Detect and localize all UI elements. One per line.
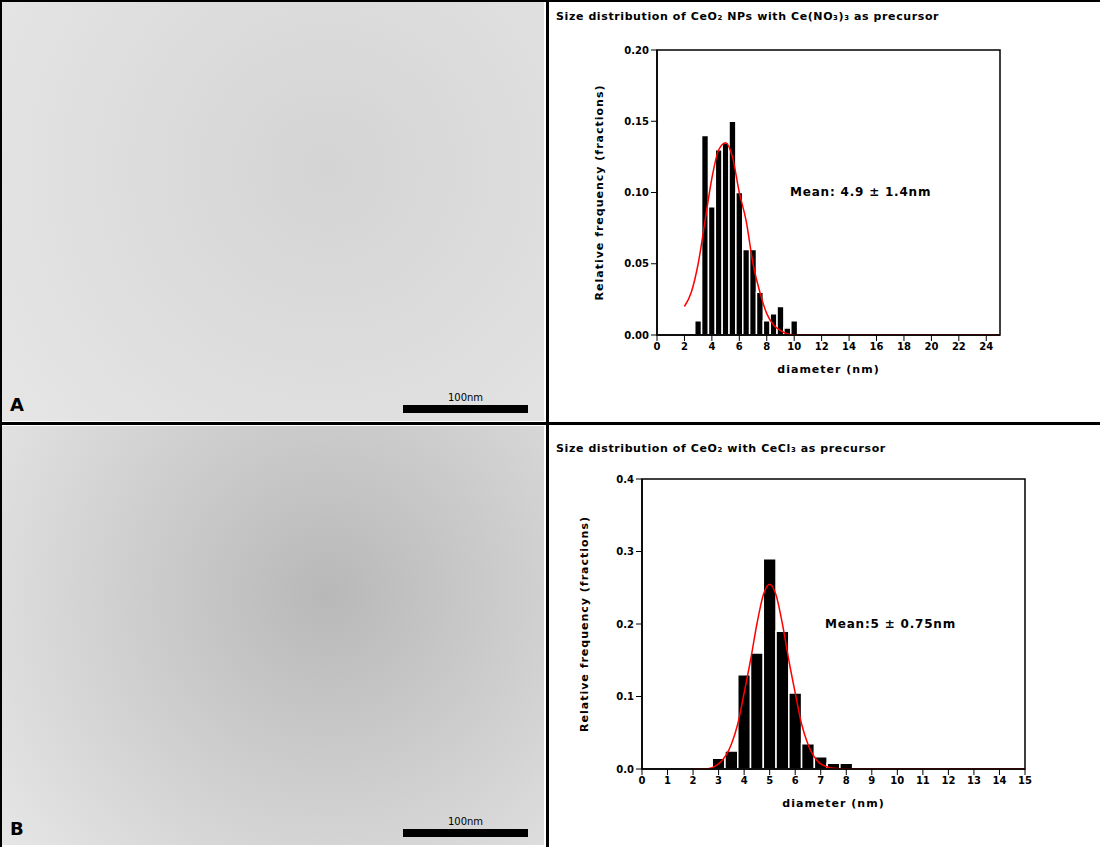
svg-text:14: 14 — [993, 775, 1007, 786]
svg-text:11: 11 — [916, 775, 930, 786]
svg-text:0.4: 0.4 — [616, 474, 634, 485]
svg-text:13: 13 — [967, 775, 981, 786]
svg-text:8: 8 — [843, 775, 850, 786]
svg-text:7: 7 — [817, 775, 824, 786]
svg-text:10: 10 — [787, 341, 801, 352]
svg-text:9: 9 — [868, 775, 875, 786]
svg-text:14: 14 — [842, 341, 856, 352]
html-text:100nm: 100nm — [447, 392, 484, 403]
svg-text:12: 12 — [941, 775, 955, 786]
svg-text:Relative frequency (fractions): Relative frequency (fractions) — [578, 516, 591, 732]
html-text:Size distribution of CeO₂ NPs: Size distribution of CeO₂ NPs with Ce(NO… — [556, 10, 940, 23]
html-text:Mean: 4.9 ± 1.4nm: Mean: 4.9 ± 1.4nm — [790, 185, 932, 199]
svg-text:20: 20 — [924, 341, 938, 352]
svg-text:0.2: 0.2 — [616, 619, 634, 630]
svg-text:0.10: 0.10 — [624, 187, 649, 198]
svg-text:6: 6 — [792, 775, 799, 786]
svg-text:12: 12 — [815, 341, 829, 352]
html-text:B: B — [10, 818, 24, 839]
svg-text:4: 4 — [741, 775, 748, 786]
svg-text:0.00: 0.00 — [624, 330, 649, 341]
svg-text:0.3: 0.3 — [616, 546, 634, 557]
svg-text:0: 0 — [654, 341, 661, 352]
svg-text:0.1: 0.1 — [616, 691, 634, 702]
svg-text:0.15: 0.15 — [624, 116, 649, 127]
svg-text:24: 24 — [979, 341, 993, 352]
svg-text:diameter (nm): diameter (nm) — [782, 797, 884, 810]
svg-text:6: 6 — [736, 341, 743, 352]
html-text:100nm: 100nm — [447, 816, 484, 827]
html-text:A: A — [10, 394, 24, 415]
svg-text:0.0: 0.0 — [616, 764, 634, 775]
svg-text:2: 2 — [681, 341, 688, 352]
svg-text:18: 18 — [897, 341, 911, 352]
svg-text:15: 15 — [1018, 775, 1032, 786]
svg-text:3: 3 — [715, 775, 722, 786]
svg-text:22: 22 — [952, 341, 966, 352]
svg-text:Relative frequency (fractions): Relative frequency (fractions) — [593, 85, 606, 301]
svg-text:diameter (nm): diameter (nm) — [777, 363, 879, 376]
svg-text:2: 2 — [690, 775, 697, 786]
svg-text:4: 4 — [708, 341, 715, 352]
svg-text:10: 10 — [890, 775, 904, 786]
svg-text:8: 8 — [763, 341, 770, 352]
svg-text:5: 5 — [766, 775, 773, 786]
html-text:Size distribution of CeO₂ with: Size distribution of CeO₂ with CeCl₃ as … — [556, 442, 886, 455]
svg-text:0.20: 0.20 — [624, 45, 649, 56]
svg-text:1: 1 — [664, 775, 671, 786]
svg-text:0.05: 0.05 — [624, 258, 649, 269]
html-text:Mean:5 ± 0.75nm: Mean:5 ± 0.75nm — [825, 617, 956, 631]
svg-text:0: 0 — [639, 775, 646, 786]
svg-text:16: 16 — [870, 341, 884, 352]
